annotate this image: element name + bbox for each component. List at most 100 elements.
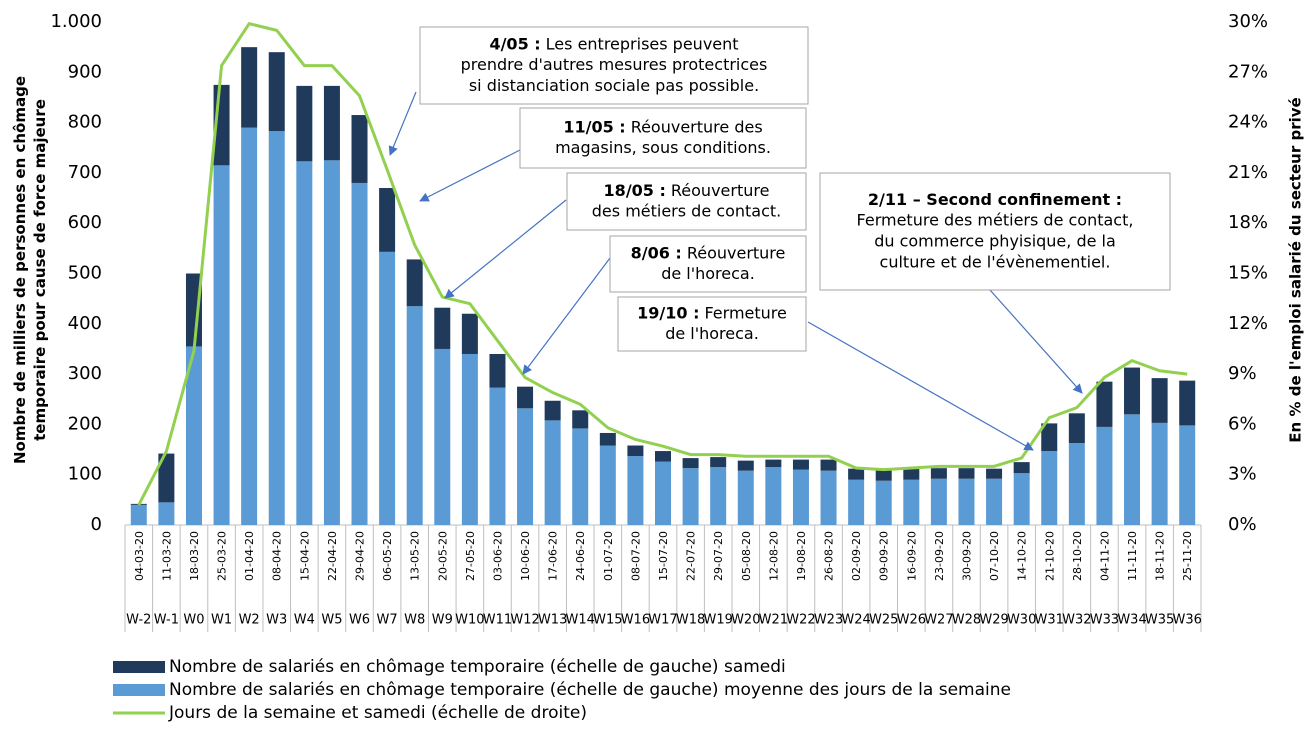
y-tick-label: 200 <box>68 413 102 434</box>
bar-top <box>654 451 672 462</box>
bar-top <box>792 459 809 470</box>
annotation-text: des métiers de contact. <box>592 202 781 221</box>
bar-top <box>572 410 589 429</box>
bar-top <box>1151 378 1168 423</box>
bar-top <box>323 85 340 161</box>
bar-top <box>958 468 975 479</box>
bar-top <box>1041 423 1058 452</box>
legend-swatch <box>113 661 165 673</box>
annotation-box <box>566 172 807 231</box>
bar-top <box>682 458 699 469</box>
x-tick-label: 29-07-20 <box>712 531 725 581</box>
annotation-bold: 4/05 : <box>489 34 540 53</box>
week-label: W32 <box>1062 613 1091 628</box>
week-label: W29 <box>979 613 1008 628</box>
x-tick-label: 22-07-20 <box>685 531 698 581</box>
week-label: W-1 <box>154 613 179 628</box>
y-axis-label: Nombre de milliers de personnes en chôma… <box>11 76 49 464</box>
x-tick-label: 09-09-20 <box>878 531 891 581</box>
week-label: W3 <box>266 613 287 628</box>
bar-top <box>903 468 920 480</box>
y2-tick-label: 30% <box>1228 11 1268 32</box>
x-tick-label: 21-10-20 <box>1043 531 1056 581</box>
week-label: W5 <box>321 613 342 628</box>
bar-top <box>268 52 285 132</box>
annotation-arrow <box>419 149 521 202</box>
x-tick-label: 02-09-20 <box>850 531 863 581</box>
y-tick-label: 0 <box>91 514 102 535</box>
x-tick-label: 06-05-20 <box>381 531 394 581</box>
annotation-arrow <box>444 199 567 299</box>
x-tick-label: 08-04-20 <box>271 531 284 581</box>
bar-bottom <box>379 251 396 525</box>
week-label: W28 <box>952 613 981 628</box>
bar-top <box>627 445 644 457</box>
bar-bottom <box>1096 426 1113 525</box>
week-label: W1 <box>211 613 232 628</box>
annotation-arrow <box>989 289 1083 394</box>
week-label: W9 <box>432 613 453 628</box>
week-label: W25 <box>869 613 898 628</box>
week-label: W0 <box>183 613 204 628</box>
y2-tick-label: 6% <box>1228 413 1257 434</box>
x-tick-label: 04-03-20 <box>133 531 146 581</box>
legend-label: Nombre de salariés en chômage temporaire… <box>169 657 786 677</box>
y2-tick-label: 12% <box>1228 313 1268 334</box>
week-label: W18 <box>676 613 705 628</box>
annotation-bold: 19/10 : <box>637 303 699 322</box>
x-tick-label: 05-08-20 <box>740 531 753 581</box>
bar-bottom <box>461 353 478 525</box>
bar-bottom <box>1068 443 1085 525</box>
annotation-arrow <box>807 321 1034 451</box>
annotation-rest: Réouverture <box>687 243 786 262</box>
week-label: W7 <box>377 613 398 628</box>
annotation-text: 4/05 : Les entreprises peuvent <box>489 34 738 53</box>
bar-bottom <box>1124 414 1141 525</box>
annotation-text: 11/05 : Réouverture des <box>563 117 762 136</box>
y-tick-label: 400 <box>68 313 102 334</box>
bar-top <box>296 85 313 162</box>
bar-bottom <box>241 127 258 525</box>
bar-bottom <box>848 479 865 525</box>
week-label: W11 <box>483 613 512 628</box>
week-label: W17 <box>648 613 677 628</box>
bar-bottom <box>958 478 975 525</box>
bar-bottom <box>130 504 147 525</box>
annotation-box <box>519 107 807 169</box>
bar-top <box>517 386 534 409</box>
bar-top <box>930 468 947 479</box>
legend-swatch <box>113 684 165 696</box>
bar-bottom <box>323 160 340 525</box>
bar-top <box>544 400 561 421</box>
bar-bottom <box>903 479 920 525</box>
week-label: W2 <box>239 613 260 628</box>
y2-tick-label: 21% <box>1228 162 1268 183</box>
annotation-bold: 8/06 : <box>631 243 682 262</box>
bar-top <box>379 187 396 252</box>
line <box>137 21 1188 506</box>
annotation-text: du commerce phyisique, de la <box>874 232 1116 251</box>
annotation-text: 8/06 : Réouverture <box>631 243 786 262</box>
x-tick-label: 27-05-20 <box>464 531 477 581</box>
y-axis-label-line: Nombre de milliers de personnes en chôma… <box>11 76 29 464</box>
x-tick-label: 13-05-20 <box>409 531 422 581</box>
x-tick-label: 25-03-20 <box>216 531 229 581</box>
week-label: W22 <box>786 613 815 628</box>
bar-bottom <box>875 480 892 525</box>
y-tick-label: 1.000 <box>50 11 102 32</box>
y-tick-label: 800 <box>68 112 102 133</box>
bar-top <box>406 259 423 307</box>
y2-tick-label: 18% <box>1228 212 1268 233</box>
bar-bottom <box>820 470 837 525</box>
annotation-text: si distanciation sociale pas possible. <box>469 76 759 95</box>
bar-bottom <box>654 461 672 525</box>
x-tick-label: 01-07-20 <box>602 531 615 581</box>
y-tick-label: 100 <box>68 464 102 485</box>
y-axis-label-line: temporaire pour cause de force majeure <box>31 99 49 441</box>
bar-bottom <box>158 502 175 525</box>
annotation-rest: Réouverture des <box>631 117 763 136</box>
x-tick-label: 22-04-20 <box>326 531 339 581</box>
bar-bottom <box>185 346 202 525</box>
bar-top <box>737 460 754 471</box>
x-tick-label: 15-07-20 <box>657 531 670 581</box>
